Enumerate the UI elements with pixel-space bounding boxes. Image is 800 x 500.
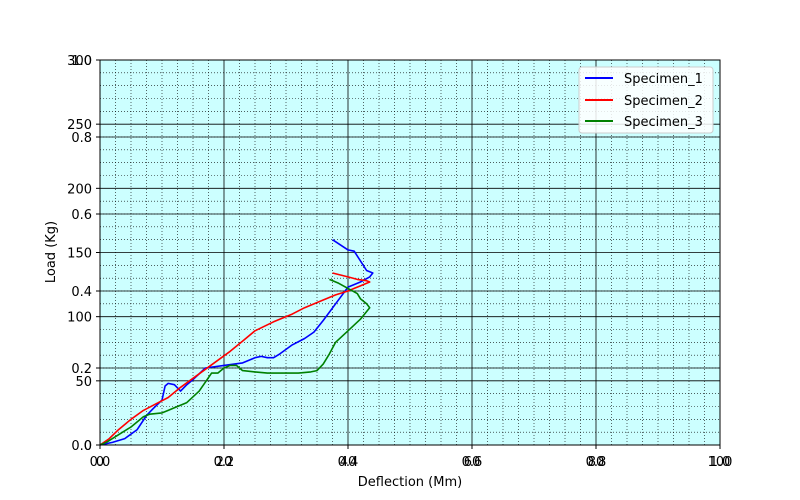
y-tick-label: 0 xyxy=(84,439,92,454)
legend: Specimen_1 Specimen_2 Specimen_3 xyxy=(578,66,714,134)
x-tick-label: 20 xyxy=(216,455,233,470)
x-tick-label-overlay: 1.0 xyxy=(710,455,731,470)
ticks xyxy=(96,59,721,449)
y-tick-label: 200 xyxy=(67,182,92,197)
y-tick-label: 50 xyxy=(75,375,92,390)
x-tick-label: 60 xyxy=(464,455,481,470)
x-tick-label-overlay: 0.2 xyxy=(214,455,235,470)
y-tick-label-overlay: 0.8 xyxy=(71,131,92,146)
legend-label-specimen-1: Specimen_1 xyxy=(624,72,703,87)
legend-label-specimen-2: Specimen_2 xyxy=(624,94,703,109)
series-line-specimen-2 xyxy=(99,272,371,446)
y-tick-label-overlay: 0.4 xyxy=(71,285,92,300)
x-tick-label-overlay: 0.6 xyxy=(462,455,483,470)
y-axis-title: Load (Kg) xyxy=(44,221,59,283)
x-tick-label: 0 xyxy=(96,455,104,470)
series-layer xyxy=(99,239,374,446)
y-tick-label: 250 xyxy=(67,118,92,133)
y-tick-label-overlay: 0.6 xyxy=(71,208,92,223)
legend-label-specimen-3: Specimen_3 xyxy=(624,115,703,130)
y-tick-label-overlay: 0.0 xyxy=(71,439,92,454)
x-tick-label-overlay: 0.8 xyxy=(586,455,607,470)
y-tick-label: 150 xyxy=(67,247,92,262)
x-tick-label-overlay: 0.4 xyxy=(338,455,359,470)
y-tick-label-overlay: 0.2 xyxy=(71,362,92,377)
tick-labels: 0 20 40 60 80 100 0.0 0.2 0.4 0.6 0.8 1.0 0 50 100 150 2… xyxy=(67,54,732,470)
y-tick-label: 300 xyxy=(67,54,92,69)
series-line-specimen-1 xyxy=(99,239,374,446)
x-tick-label: 100 xyxy=(708,455,733,470)
y-tick-label-overlay: 1.0 xyxy=(71,54,92,69)
y-tick-label: 100 xyxy=(67,311,92,326)
legend-box xyxy=(578,66,714,134)
x-tick-label: 80 xyxy=(588,455,605,470)
x-axis-title: Deflection (Mm) xyxy=(358,475,462,490)
x-tick-label-overlay: 0.0 xyxy=(90,455,111,470)
x-tick-label: 40 xyxy=(340,455,357,470)
series-line-specimen-3 xyxy=(99,278,371,446)
